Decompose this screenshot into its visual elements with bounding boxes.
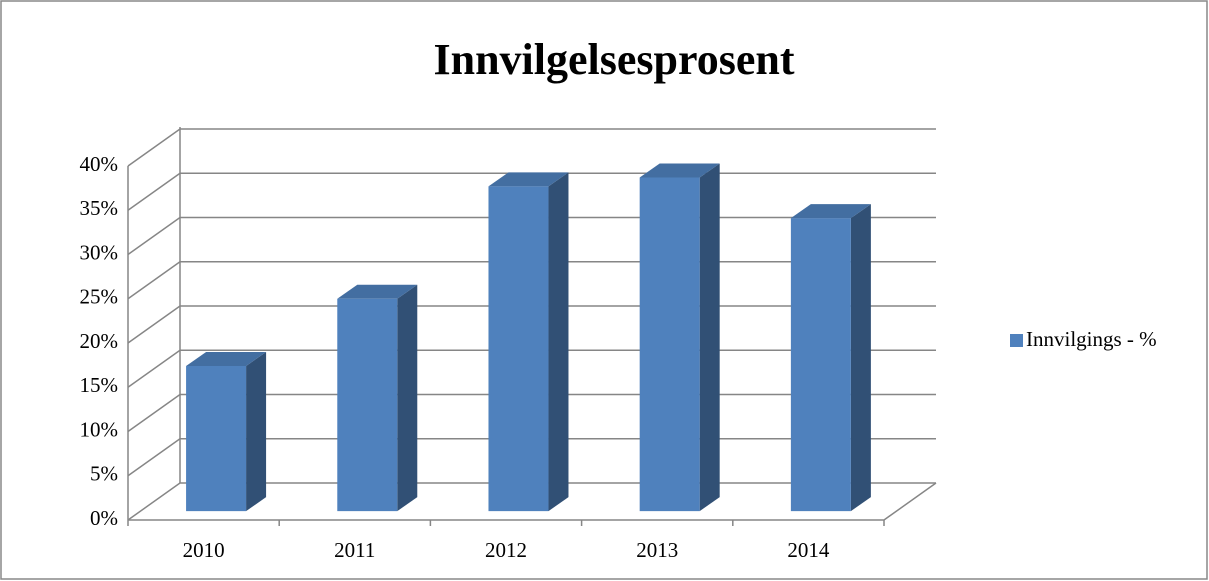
bar-side xyxy=(397,284,418,512)
bar-front xyxy=(186,365,247,512)
bar xyxy=(186,351,267,512)
x-tick-label: 2012 xyxy=(485,538,527,562)
bar xyxy=(790,204,871,512)
y-tick-label: 0% xyxy=(90,506,118,530)
x-tick-label: 2010 xyxy=(183,538,225,562)
y-tick-label: 15% xyxy=(80,373,119,397)
bar-side xyxy=(699,163,720,512)
bar-front xyxy=(639,177,700,512)
bar-top xyxy=(790,204,871,219)
grid-line xyxy=(127,128,936,167)
bar-top xyxy=(337,284,418,299)
bar xyxy=(488,172,569,512)
legend-label: Innvilgings - % xyxy=(1026,327,1157,351)
x-tick-label: 2013 xyxy=(636,538,678,562)
x-tick-label: 2014 xyxy=(787,538,830,562)
y-tick-label: 20% xyxy=(80,329,119,353)
y-tick-label: 30% xyxy=(80,240,119,264)
bar-top xyxy=(186,351,267,366)
y-tick-label: 40% xyxy=(80,152,119,176)
bar-front xyxy=(488,186,549,512)
chart-title: Innvilgelsesprosent xyxy=(433,35,794,84)
bar xyxy=(337,284,418,512)
bar-side xyxy=(548,172,569,512)
bar-front xyxy=(790,218,851,512)
legend-swatch xyxy=(1010,334,1023,347)
y-tick-label: 25% xyxy=(80,285,119,309)
bar-top xyxy=(488,172,569,187)
bar-front xyxy=(337,298,398,512)
bar xyxy=(639,163,720,512)
y-tick-label: 35% xyxy=(80,196,119,220)
x-tick-label: 2011 xyxy=(334,538,375,562)
bar-top xyxy=(639,163,720,178)
y-tick-label: 10% xyxy=(80,417,119,441)
bar-side xyxy=(850,204,871,512)
y-tick-label: 5% xyxy=(90,462,118,486)
bar-side xyxy=(246,351,267,512)
